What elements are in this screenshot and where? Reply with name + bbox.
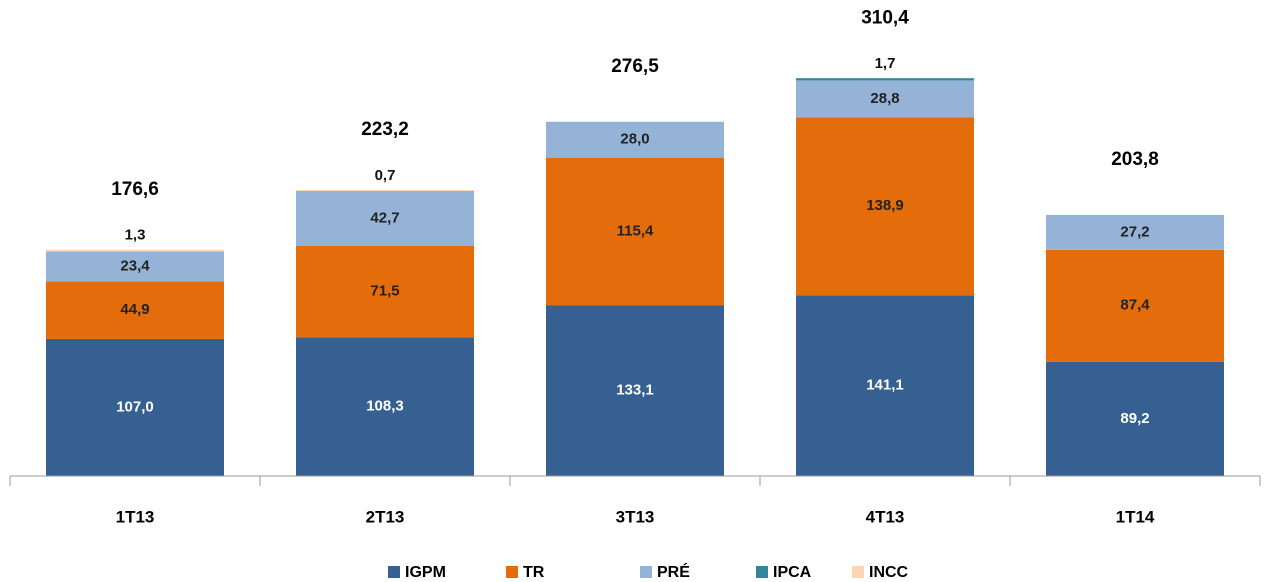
value-label: 1,7 xyxy=(875,55,896,72)
value-label: 115,4 xyxy=(617,223,654,240)
value-label: 28,8 xyxy=(870,90,899,107)
value-label: 42,7 xyxy=(370,209,399,226)
bar-segment xyxy=(1046,249,1224,362)
value-label: 108,3 xyxy=(366,398,404,415)
bar-segment xyxy=(46,251,224,282)
value-label: 141,1 xyxy=(866,377,904,394)
bar-segment xyxy=(796,80,974,118)
bar-segment xyxy=(796,295,974,476)
value-label: 138,9 xyxy=(866,197,904,214)
x-tick-label: 1T14 xyxy=(1116,507,1155,526)
x-tick-label: 3T13 xyxy=(616,507,655,526)
bar-segment xyxy=(796,117,974,296)
value-label: 71,5 xyxy=(370,282,399,299)
total-label: 203,8 xyxy=(1111,149,1159,170)
total-label: 223,2 xyxy=(361,119,409,140)
bar-segment xyxy=(46,338,224,476)
bar-segment xyxy=(546,157,724,306)
legend-swatch xyxy=(506,566,518,578)
legend-label: IGPM xyxy=(405,564,446,581)
total-label: 176,6 xyxy=(111,179,159,200)
bar-segment xyxy=(46,249,224,252)
value-label: 133,1 xyxy=(616,382,654,399)
bar-segment xyxy=(546,305,724,476)
legend-swatch xyxy=(756,566,768,578)
bar-segment xyxy=(296,190,474,246)
bar-segment xyxy=(1046,361,1224,476)
bar-segment xyxy=(296,190,474,191)
bar-segment xyxy=(296,245,474,338)
x-tick-label: 4T13 xyxy=(866,507,905,526)
legend-label: IPCA xyxy=(773,564,812,581)
value-label: 107,0 xyxy=(116,398,154,415)
value-label: 27,2 xyxy=(1120,223,1149,240)
value-label: 23,4 xyxy=(120,257,150,274)
legend-swatch xyxy=(640,566,652,578)
value-label: 44,9 xyxy=(120,301,149,318)
legend-swatch xyxy=(388,566,400,578)
bar-segment xyxy=(296,337,474,476)
legend-label: PRÉ xyxy=(657,562,690,581)
value-label: 87,4 xyxy=(1120,297,1150,314)
legend-swatch xyxy=(852,566,864,578)
x-tick-label: 2T13 xyxy=(366,507,405,526)
bar-segment xyxy=(46,281,224,339)
bar-segment xyxy=(796,78,974,81)
legend-label: TR xyxy=(523,564,545,581)
value-label: 28,0 xyxy=(620,131,649,148)
value-label: 0,7 xyxy=(375,167,396,184)
total-label: 310,4 xyxy=(861,7,909,28)
bar-segment xyxy=(546,121,724,158)
bar-segment xyxy=(1046,214,1224,250)
value-label: 1,3 xyxy=(125,227,146,244)
total-label: 276,5 xyxy=(611,56,659,77)
value-label: 89,2 xyxy=(1120,410,1149,427)
legend-label: INCC xyxy=(869,564,909,581)
x-tick-label: 1T13 xyxy=(116,507,155,526)
